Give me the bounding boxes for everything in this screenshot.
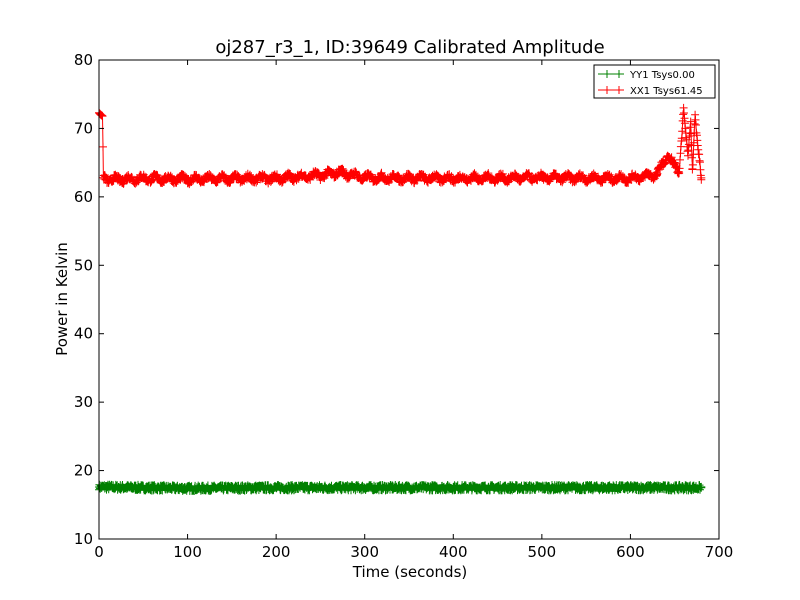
x-tick-label: 100 bbox=[173, 543, 202, 561]
y-tick-label: 70 bbox=[74, 119, 93, 137]
legend: YY1 Tsys0.00 XX1 Tsys61.45 bbox=[593, 64, 716, 99]
y-tick-label: 20 bbox=[74, 462, 93, 480]
y-tick-label: 80 bbox=[74, 51, 93, 69]
legend-label: YY1 Tsys0.00 bbox=[629, 70, 695, 81]
y-tick-label: 30 bbox=[74, 393, 93, 411]
x-axis-label: Time (seconds) bbox=[352, 563, 468, 581]
series-1 bbox=[95, 103, 706, 189]
series-0 bbox=[95, 480, 706, 495]
plot-frame bbox=[98, 59, 720, 540]
x-tick-label: 500 bbox=[528, 543, 557, 561]
axis-ticks: 0 100 200 300 400 500 600 700 10 20 30 40 50 60 70 80 bbox=[74, 51, 733, 561]
x-tick-label: 300 bbox=[350, 543, 379, 561]
x-tick-label: 400 bbox=[439, 543, 468, 561]
x-tick-label: 700 bbox=[705, 543, 734, 561]
series-markers bbox=[95, 480, 706, 495]
x-tick-label: 0 bbox=[94, 543, 104, 561]
plot-area bbox=[95, 103, 706, 495]
legend-label: XX1 Tsys61.45 bbox=[630, 86, 703, 97]
legend-box bbox=[593, 64, 716, 99]
y-tick-label: 60 bbox=[74, 188, 93, 206]
y-tick-label: 50 bbox=[74, 256, 93, 274]
y-tick-label: 10 bbox=[74, 530, 93, 548]
y-axis-label: Power in Kelvin bbox=[53, 242, 71, 356]
chart-title: oj287_r3_1, ID:39649 Calibrated Amplitud… bbox=[215, 37, 604, 58]
y-tick-label: 40 bbox=[74, 325, 93, 343]
series-markers bbox=[95, 103, 706, 189]
legend-swatch-marker bbox=[603, 86, 623, 94]
legend-swatch-marker bbox=[603, 70, 623, 78]
x-tick-label: 600 bbox=[616, 543, 645, 561]
x-tick-label: 200 bbox=[262, 543, 291, 561]
